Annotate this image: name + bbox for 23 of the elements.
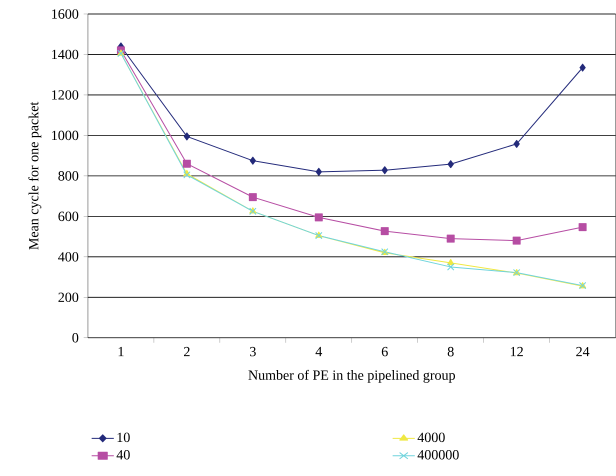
x-tick-label: 8 xyxy=(448,347,454,357)
y-tick-label: 1200 xyxy=(52,90,78,100)
y-axis-title: Mean cycle for one packet xyxy=(28,102,42,250)
y-tick-label: 0 xyxy=(72,333,78,343)
x-tick-label: 24 xyxy=(576,347,590,356)
y-tick-label: 1600 xyxy=(52,9,78,19)
y-tick-label: 600 xyxy=(58,212,78,222)
x-tick-label: 4 xyxy=(316,347,322,356)
legend-label: 10 xyxy=(118,432,130,442)
x-tick-label: 3 xyxy=(250,347,256,356)
y-tick-label: 400 xyxy=(58,252,78,262)
x-tick-label: 2 xyxy=(184,347,190,356)
legend-label: 4000 xyxy=(418,432,445,442)
x-tick-label: 6 xyxy=(382,347,388,356)
y-tick-label: 1000 xyxy=(52,130,78,140)
y-tick-label: 200 xyxy=(58,292,78,302)
y-tick-label: 1400 xyxy=(52,50,78,60)
x-tick-label: 1 xyxy=(118,347,124,356)
legend-label: 400000 xyxy=(418,450,459,460)
x-tick-label: 12 xyxy=(510,347,523,356)
legend-label: 40 xyxy=(116,450,130,460)
x-axis-title: Number of PE in the pipelined group xyxy=(248,370,455,383)
y-tick-label: 800 xyxy=(58,171,78,181)
